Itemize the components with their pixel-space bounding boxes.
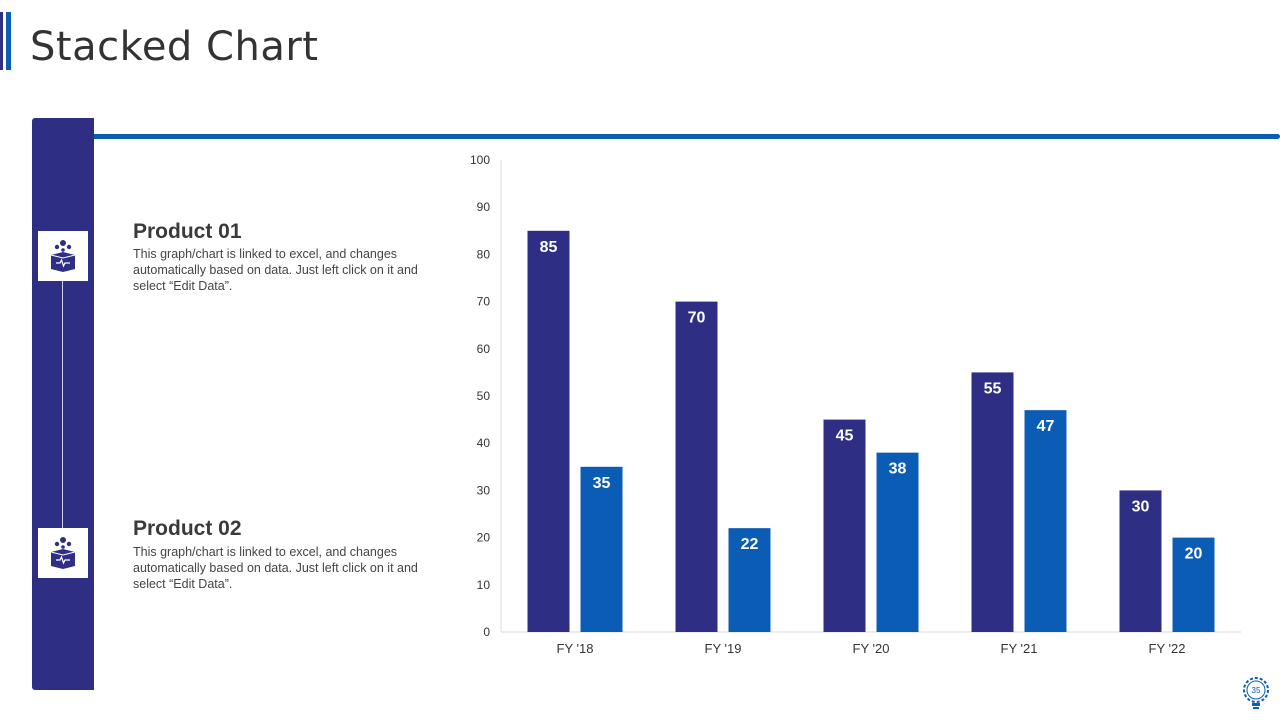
y-tick-label: 70 <box>477 295 491 309</box>
bar-product-01 <box>675 301 718 632</box>
top-rule <box>94 134 1280 139</box>
y-tick-label: 20 <box>477 531 491 545</box>
bar-product-02 <box>580 466 623 632</box>
bar-value-label: 22 <box>741 536 759 553</box>
bar-value-label: 85 <box>540 239 558 256</box>
bar-value-label: 35 <box>593 475 611 492</box>
product-01-description: This graph/chart is linked to excel, and… <box>133 247 418 293</box>
bar-product-01 <box>971 372 1014 632</box>
bar-product-01 <box>527 230 570 633</box>
y-tick-label: 60 <box>477 342 491 356</box>
page-title: Stacked Chart <box>30 24 319 70</box>
y-tick-label: 80 <box>477 247 491 261</box>
title-accent-bar <box>6 12 11 70</box>
bar-value-label: 55 <box>984 380 1002 397</box>
bar-value-label: 45 <box>836 428 854 445</box>
bar-product-01 <box>823 419 866 632</box>
y-tick-label: 40 <box>477 436 491 450</box>
y-tick-label: 0 <box>483 625 490 639</box>
product-02-icon-box <box>38 528 88 578</box>
y-tick-label: 10 <box>477 578 491 592</box>
left-rail <box>32 118 94 690</box>
bar-value-label: 70 <box>688 310 706 327</box>
box-with-dots-icon <box>50 537 76 569</box>
bar-product-02 <box>1172 537 1215 632</box>
y-tick-label: 90 <box>477 200 491 214</box>
bar-value-label: 20 <box>1185 546 1203 563</box>
x-tick-label: FY '21 <box>1001 641 1038 656</box>
y-tick-label: 50 <box>477 389 491 403</box>
product-01-icon-box <box>38 231 88 281</box>
title-accent-bar-dark <box>0 12 3 70</box>
bar-value-label: 47 <box>1037 418 1055 435</box>
x-tick-label: FY '19 <box>705 641 742 656</box>
bar-product-02 <box>728 528 771 632</box>
page-number: 35 <box>1252 686 1261 695</box>
x-tick-label: FY '20 <box>853 641 890 656</box>
x-tick-label: FY '18 <box>557 641 594 656</box>
y-tick-label: 100 <box>470 153 490 167</box>
bar-product-02 <box>876 452 919 632</box>
box-with-dots-icon <box>50 240 76 272</box>
bar-value-label: 30 <box>1132 498 1150 515</box>
product-02-description: This graph/chart is linked to excel, and… <box>133 545 418 591</box>
x-tick-label: FY '22 <box>1149 641 1186 656</box>
bar-chart[interactable]: 0 10 20 30 40 50 60 70 80 90 100 85 35 FY '18 70 22 FY '… <box>460 150 1260 670</box>
rail-connector-line <box>62 280 63 530</box>
bar-product-02 <box>1024 410 1067 632</box>
product-01-title: Product 01 <box>133 220 242 243</box>
product-02-title: Product 02 <box>133 517 242 540</box>
gear-lightbulb-icon: 35 <box>1243 677 1269 709</box>
y-tick-label: 30 <box>477 483 491 497</box>
bar-product-01 <box>1119 490 1162 632</box>
bar-value-label: 38 <box>889 461 907 478</box>
